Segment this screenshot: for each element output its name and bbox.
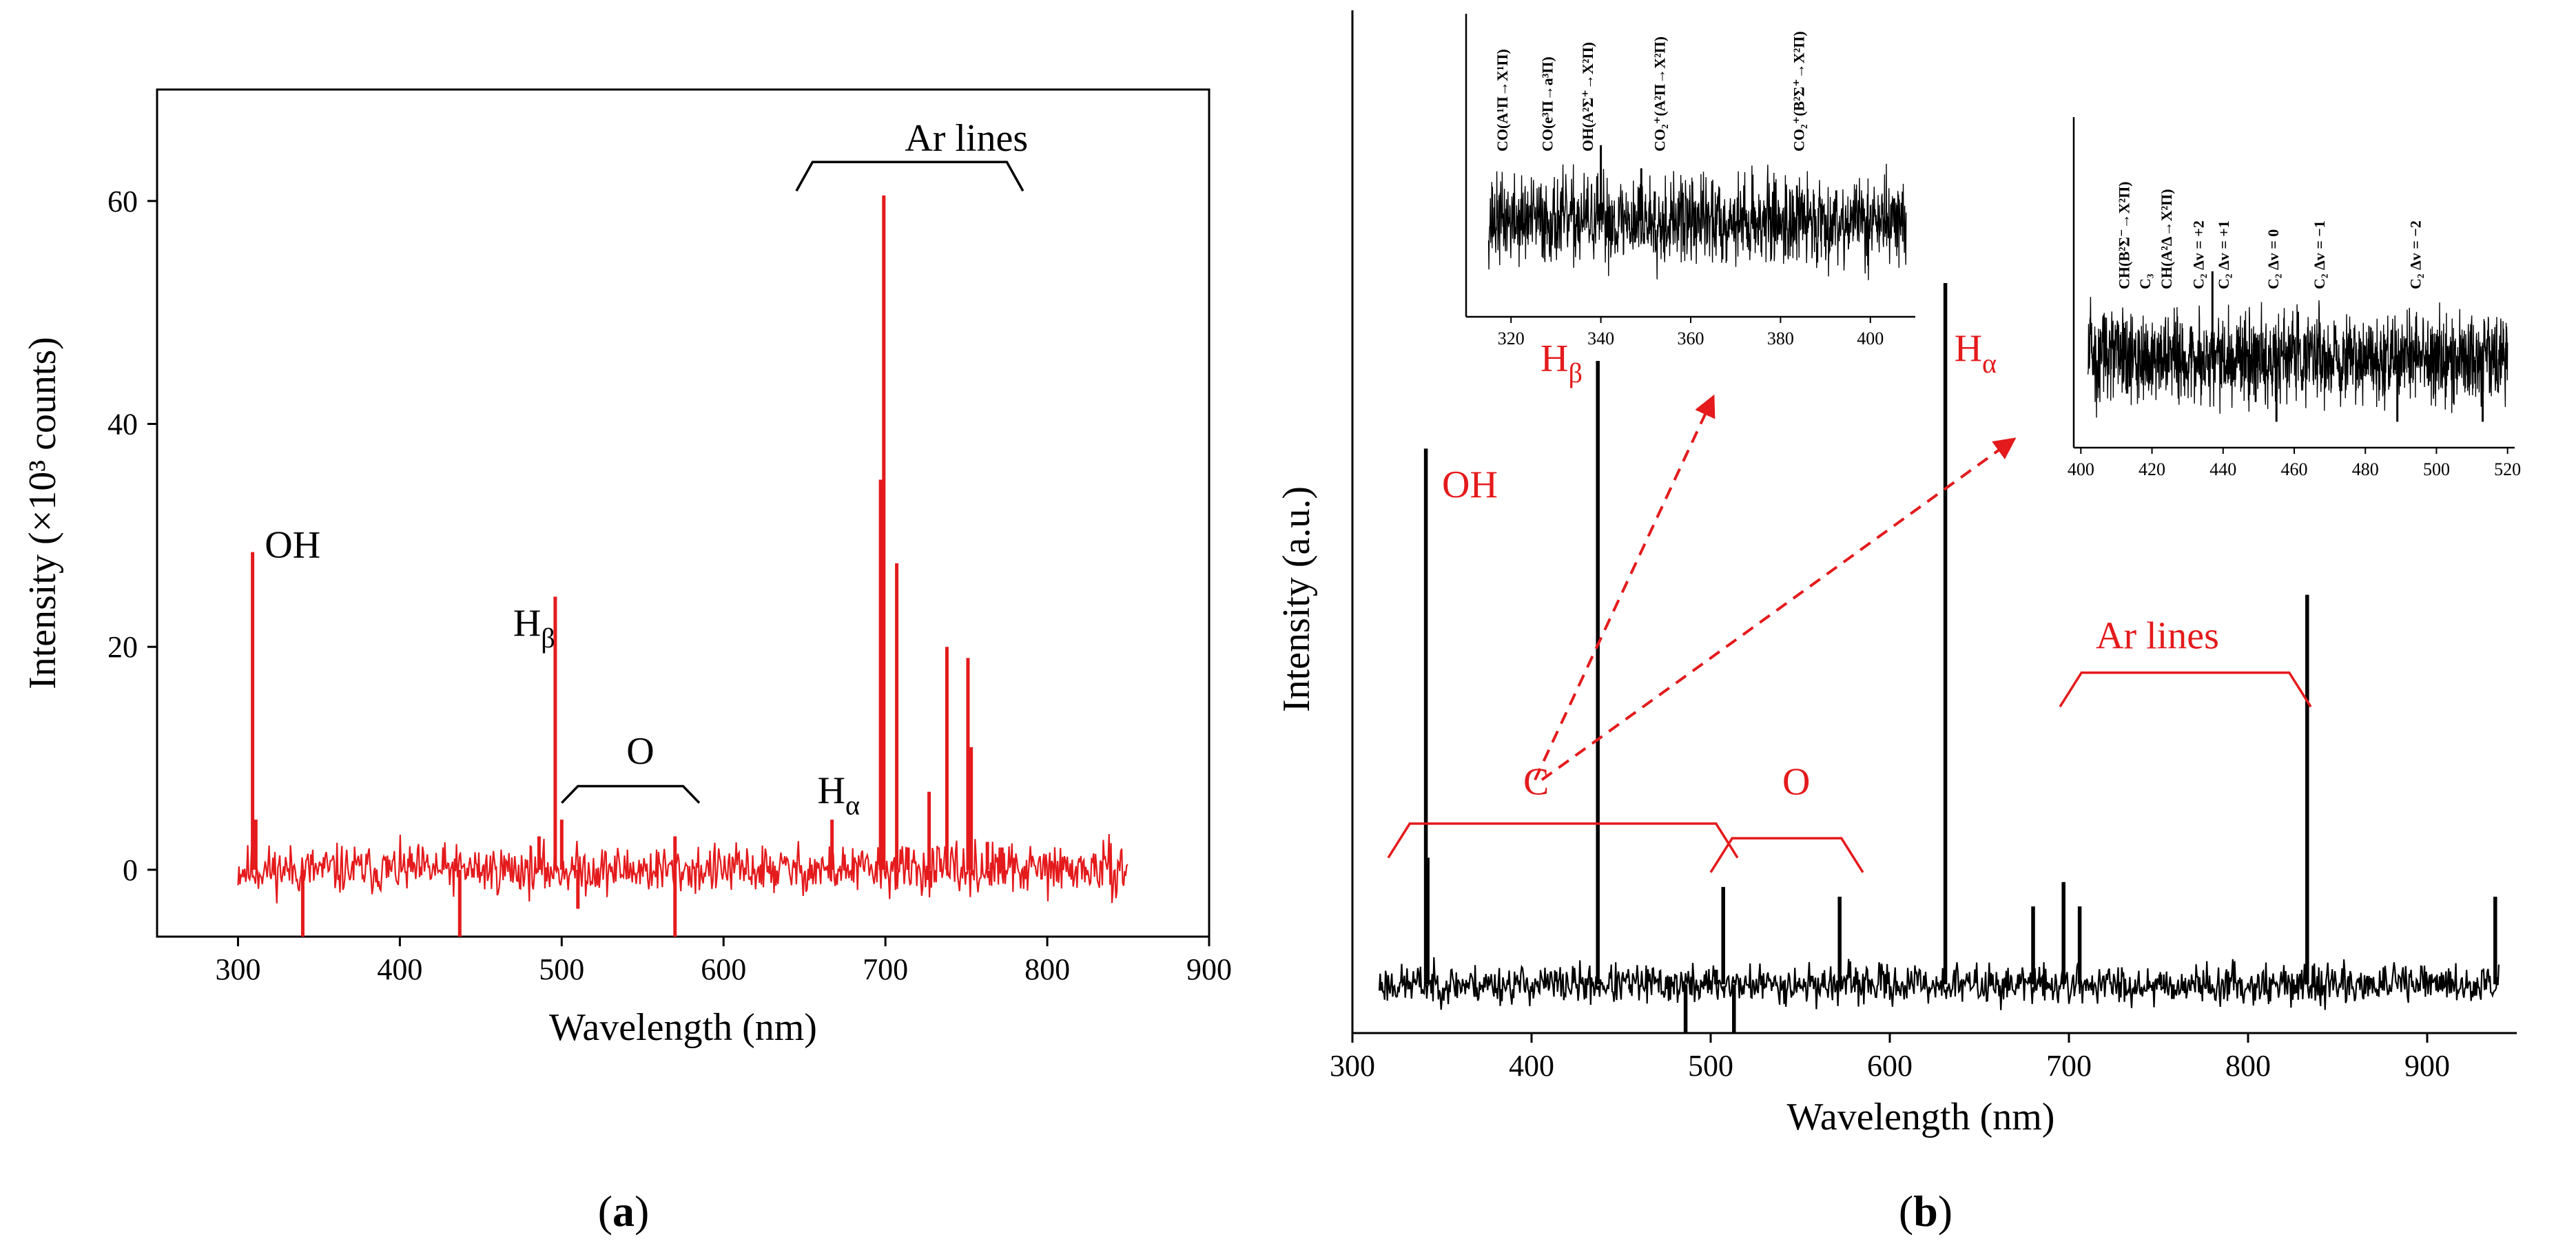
inset-x-tick-label: 440 xyxy=(2209,459,2236,479)
inset-arrow xyxy=(1541,437,2017,781)
inset-x-tick-label: 420 xyxy=(2139,459,2165,479)
inset-spectrum-noise xyxy=(1487,163,1907,280)
inset-transition-label: CO(e³Π→a³Π) xyxy=(1538,56,1556,152)
annotation-label: Hβ xyxy=(1541,337,1583,388)
annotation-label: Ar lines xyxy=(905,117,1028,160)
annotation-label: Hα xyxy=(817,769,860,821)
y-axis-label: Intensity (×10³ counts) xyxy=(21,337,64,689)
inset-transition-label: CO₂⁺(B²Σ⁺→X²Π) xyxy=(1790,31,1807,152)
spectrum-noise xyxy=(1378,957,2500,1010)
inset-transition-label: C₂ Δv = +2 xyxy=(2190,220,2207,289)
annotation-label: O xyxy=(1782,761,1810,804)
annotation-label: Hα xyxy=(1955,327,1997,379)
x-tick-label: 300 xyxy=(215,952,260,986)
inset-spectrum-noise xyxy=(2087,297,2508,418)
inset-1: 320 340 360 380 400 CO(A¹Π→X¹Π) CO(e³Π→a³Π) OH(… xyxy=(1465,14,1915,348)
annotation-label: OH xyxy=(265,524,320,567)
y-tick-label: 20 xyxy=(107,630,138,664)
inset-x-tick-label: 460 xyxy=(2281,459,2308,479)
y-tick-label: 40 xyxy=(107,408,138,441)
annotation-bracket xyxy=(561,784,701,804)
inset-x-tick-label: 320 xyxy=(1498,329,1525,348)
x-tick-label: 600 xyxy=(1867,1049,1913,1083)
annotation-bracket xyxy=(2059,671,2312,708)
annotation-label: Ar lines xyxy=(2096,614,2219,657)
inset-transition-label: CH(B²Σ⁻→X²Π) xyxy=(2115,181,2132,289)
x-tick-label: 300 xyxy=(1330,1049,1375,1083)
x-tick-label: 400 xyxy=(1509,1049,1554,1083)
x-tick-label: 500 xyxy=(1688,1049,1733,1083)
inset-transition-label: OH(A²Σ⁺→X²Π) xyxy=(1579,42,1596,152)
inset-x-tick-label: 400 xyxy=(1857,329,1884,348)
inset-x-tick-label: 360 xyxy=(1678,329,1704,348)
panel-a-caption: (a) xyxy=(598,1187,650,1236)
x-tick-label: 800 xyxy=(2225,1049,2271,1083)
x-axis-label: Wavelength (nm) xyxy=(1787,1096,2055,1138)
annotation-bracket xyxy=(795,160,1024,192)
inset-transition-label: CH(A²Δ→X²Π) xyxy=(2158,189,2175,289)
panel-b: 300 400 500 600 700 800 900 Wavelength (nm) Inte… xyxy=(1275,10,2521,1138)
inset-x-tick-label: 340 xyxy=(1587,329,1614,348)
x-tick-label: 700 xyxy=(863,952,908,986)
x-tick-label: 900 xyxy=(2404,1049,2450,1083)
inset-transition-label: C₂ Δv = −2 xyxy=(2407,220,2424,289)
x-tick-label: 700 xyxy=(2046,1049,2092,1083)
inset-x-tick-label: 480 xyxy=(2352,459,2379,479)
panel-a: 300 400 500 600 700 800 900 0 20 40 60 Wavelength (… xyxy=(21,88,1232,1049)
inset-x-tick-label: 520 xyxy=(2494,459,2521,479)
x-tick-label: 600 xyxy=(701,952,746,986)
plot-frame xyxy=(156,88,1210,938)
x-axis-label: Wavelength (nm) xyxy=(549,1006,817,1049)
annotation-label: Hβ xyxy=(513,602,555,654)
x-tick-label: 900 xyxy=(1186,952,1232,986)
annotation-label: O xyxy=(626,730,654,773)
annotation-bracket xyxy=(1709,837,1864,873)
inset-transition-label: CO(A¹Π→X¹Π) xyxy=(1494,49,1511,152)
annotation-label: C xyxy=(1523,761,1549,804)
inset-transition-label: C₂ Δv = 0 xyxy=(2265,229,2282,289)
inset-arrow xyxy=(1534,394,1715,781)
annotation-label: OH xyxy=(1442,463,1498,506)
x-tick-label: 500 xyxy=(539,952,584,986)
y-tick-label: 60 xyxy=(107,185,138,218)
y-axis-label: Intensity (a.u.) xyxy=(1275,486,1318,712)
inset-transition-label: C₂ Δv = −1 xyxy=(2311,220,2328,289)
inset-x-tick-label: 380 xyxy=(1767,329,1794,348)
x-tick-label: 800 xyxy=(1024,952,1070,986)
x-tick-label: 400 xyxy=(377,952,422,986)
inset-transition-label: C₃ xyxy=(2136,273,2154,289)
y-tick-label: 0 xyxy=(123,853,138,887)
inset-x-tick-label: 500 xyxy=(2423,459,2450,479)
inset-transition-label: CO₂⁺(A²Π→X²Π) xyxy=(1651,37,1668,152)
panel-b-caption: (b) xyxy=(1899,1187,1952,1236)
inset-2: 400 420 440 460 480 500 520 CH(B²Σ⁻→X²Π) C₃ CH(A²… xyxy=(2068,117,2521,479)
spectrum-noise xyxy=(237,833,1129,904)
annotation-bracket xyxy=(1387,822,1739,859)
inset-x-tick-label: 400 xyxy=(2068,459,2094,479)
inset-transition-label: C₂ Δv = +1 xyxy=(2215,220,2232,289)
